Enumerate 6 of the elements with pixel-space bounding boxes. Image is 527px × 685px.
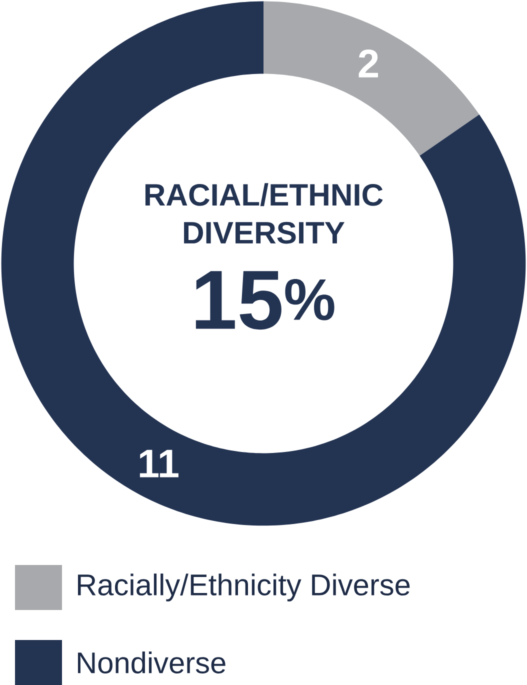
legend-label: Nondiverse xyxy=(78,652,226,674)
text: 15$^{%}$ xyxy=(196,271,334,330)
data-label: 2 xyxy=(358,50,378,78)
legend-label: Racially/Ethnicity Diverse xyxy=(78,574,410,602)
text: RACIAL/ETHNIC DIVERSITY xyxy=(145,183,383,244)
data-label: 11 xyxy=(140,450,178,478)
